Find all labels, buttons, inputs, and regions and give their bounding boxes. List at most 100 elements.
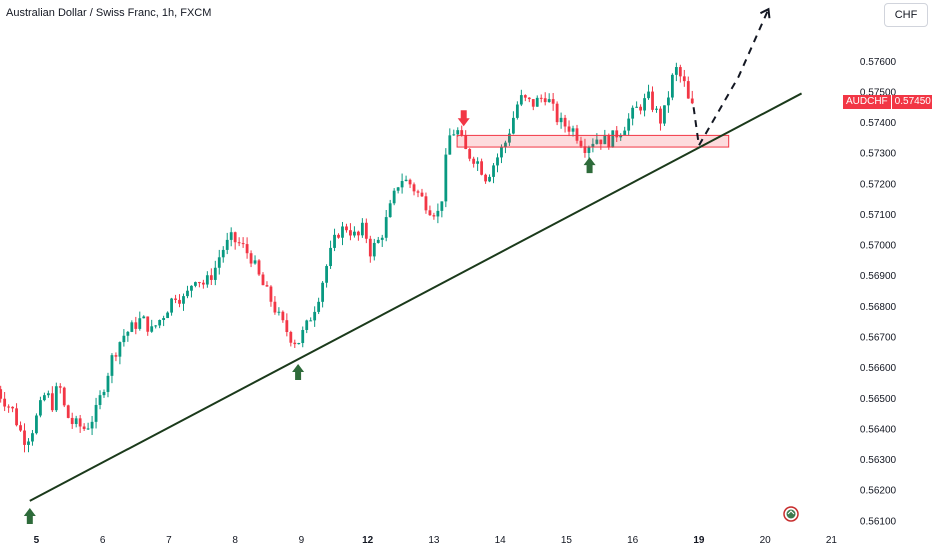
candle bbox=[11, 406, 14, 413]
candle bbox=[201, 279, 205, 289]
candle bbox=[555, 101, 559, 126]
price-tick-label: 0.57200 bbox=[860, 179, 897, 190]
candle bbox=[527, 97, 531, 103]
resistance-zone[interactable] bbox=[456, 134, 730, 148]
candle bbox=[301, 326, 305, 348]
candle bbox=[539, 94, 543, 103]
candle bbox=[543, 92, 547, 106]
candle bbox=[531, 99, 535, 111]
candle bbox=[452, 129, 456, 136]
candle bbox=[190, 285, 193, 298]
candle bbox=[293, 339, 297, 349]
candle bbox=[245, 237, 249, 259]
trendline[interactable] bbox=[29, 92, 803, 502]
candle bbox=[106, 372, 110, 398]
time-tick-label: 16 bbox=[627, 535, 639, 546]
time-axis[interactable]: 5 6 7 8 9 12 13 14 15 16 19 20 21 bbox=[34, 535, 838, 546]
candle bbox=[492, 163, 495, 184]
candle bbox=[142, 315, 146, 319]
candle bbox=[249, 250, 253, 268]
price-tick-label: 0.56100 bbox=[860, 516, 897, 527]
candle bbox=[174, 294, 177, 304]
candle bbox=[511, 111, 515, 135]
candle bbox=[261, 272, 265, 286]
candle bbox=[297, 342, 301, 345]
candle bbox=[23, 423, 26, 453]
candle bbox=[392, 188, 396, 206]
candle bbox=[58, 383, 62, 394]
candle bbox=[372, 238, 376, 261]
candles-layer bbox=[0, 62, 694, 453]
candle bbox=[82, 423, 86, 431]
candle bbox=[70, 412, 74, 429]
candle bbox=[138, 311, 142, 331]
price-tag-value: 0.57450 bbox=[891, 95, 932, 109]
candle bbox=[571, 125, 575, 137]
candle bbox=[54, 382, 58, 412]
time-tick-label: 6 bbox=[100, 535, 106, 546]
price-tick-label: 0.56600 bbox=[860, 363, 897, 374]
candle bbox=[253, 255, 257, 265]
candle bbox=[472, 156, 476, 168]
candle bbox=[74, 415, 78, 428]
candle bbox=[559, 112, 563, 129]
candle bbox=[412, 182, 416, 196]
currency-button[interactable]: CHF bbox=[884, 3, 928, 27]
candle bbox=[380, 234, 384, 247]
sell-arrow-icon bbox=[457, 110, 470, 127]
candle bbox=[126, 330, 130, 342]
candle bbox=[42, 392, 46, 402]
candle bbox=[404, 175, 408, 182]
candle bbox=[674, 62, 678, 82]
trendline-layer[interactable] bbox=[29, 7, 803, 502]
candle bbox=[321, 280, 325, 308]
price-tick-label: 0.57000 bbox=[860, 241, 897, 252]
clock-icon[interactable] bbox=[783, 506, 799, 522]
candle bbox=[329, 240, 332, 269]
candle bbox=[627, 113, 631, 136]
candle bbox=[309, 317, 313, 322]
candle bbox=[317, 297, 321, 315]
candle bbox=[619, 133, 623, 141]
candle bbox=[400, 173, 404, 194]
candle bbox=[110, 353, 114, 384]
candle bbox=[655, 106, 658, 113]
candle bbox=[118, 341, 122, 365]
price-axis[interactable]: 0.57600 0.57500 0.57400 0.57300 0.57200 0.571… bbox=[860, 57, 897, 528]
projection-path[interactable] bbox=[692, 8, 770, 149]
price-tick-label: 0.57400 bbox=[860, 118, 897, 129]
candle bbox=[194, 281, 197, 288]
candle bbox=[364, 218, 368, 244]
candle bbox=[178, 294, 181, 308]
candle bbox=[341, 221, 344, 246]
candle bbox=[15, 403, 18, 427]
candle bbox=[682, 69, 686, 87]
candle bbox=[186, 285, 189, 299]
candle bbox=[384, 209, 388, 242]
candle bbox=[420, 188, 424, 198]
candle bbox=[39, 396, 42, 418]
candle bbox=[46, 390, 50, 398]
candle bbox=[448, 128, 452, 155]
price-tick-label: 0.56200 bbox=[860, 486, 897, 497]
buy-arrow-icon bbox=[23, 507, 36, 524]
candle bbox=[98, 390, 102, 410]
price-tick-label: 0.56800 bbox=[860, 302, 897, 313]
candle bbox=[623, 126, 627, 136]
candle bbox=[690, 90, 694, 105]
price-tick-label: 0.57100 bbox=[860, 210, 897, 221]
candle bbox=[102, 389, 106, 398]
price-tick-label: 0.57600 bbox=[860, 57, 897, 68]
candle bbox=[444, 148, 448, 208]
price-tick-label: 0.56700 bbox=[860, 332, 897, 343]
resistance-zone-layer bbox=[456, 134, 730, 148]
candle bbox=[599, 139, 603, 150]
candle bbox=[663, 105, 666, 126]
candle bbox=[464, 130, 468, 150]
price-tick-label: 0.57300 bbox=[860, 149, 897, 160]
candle bbox=[257, 259, 261, 277]
candle bbox=[349, 223, 352, 241]
buy-arrow-icon bbox=[292, 363, 305, 380]
candle bbox=[209, 268, 213, 286]
